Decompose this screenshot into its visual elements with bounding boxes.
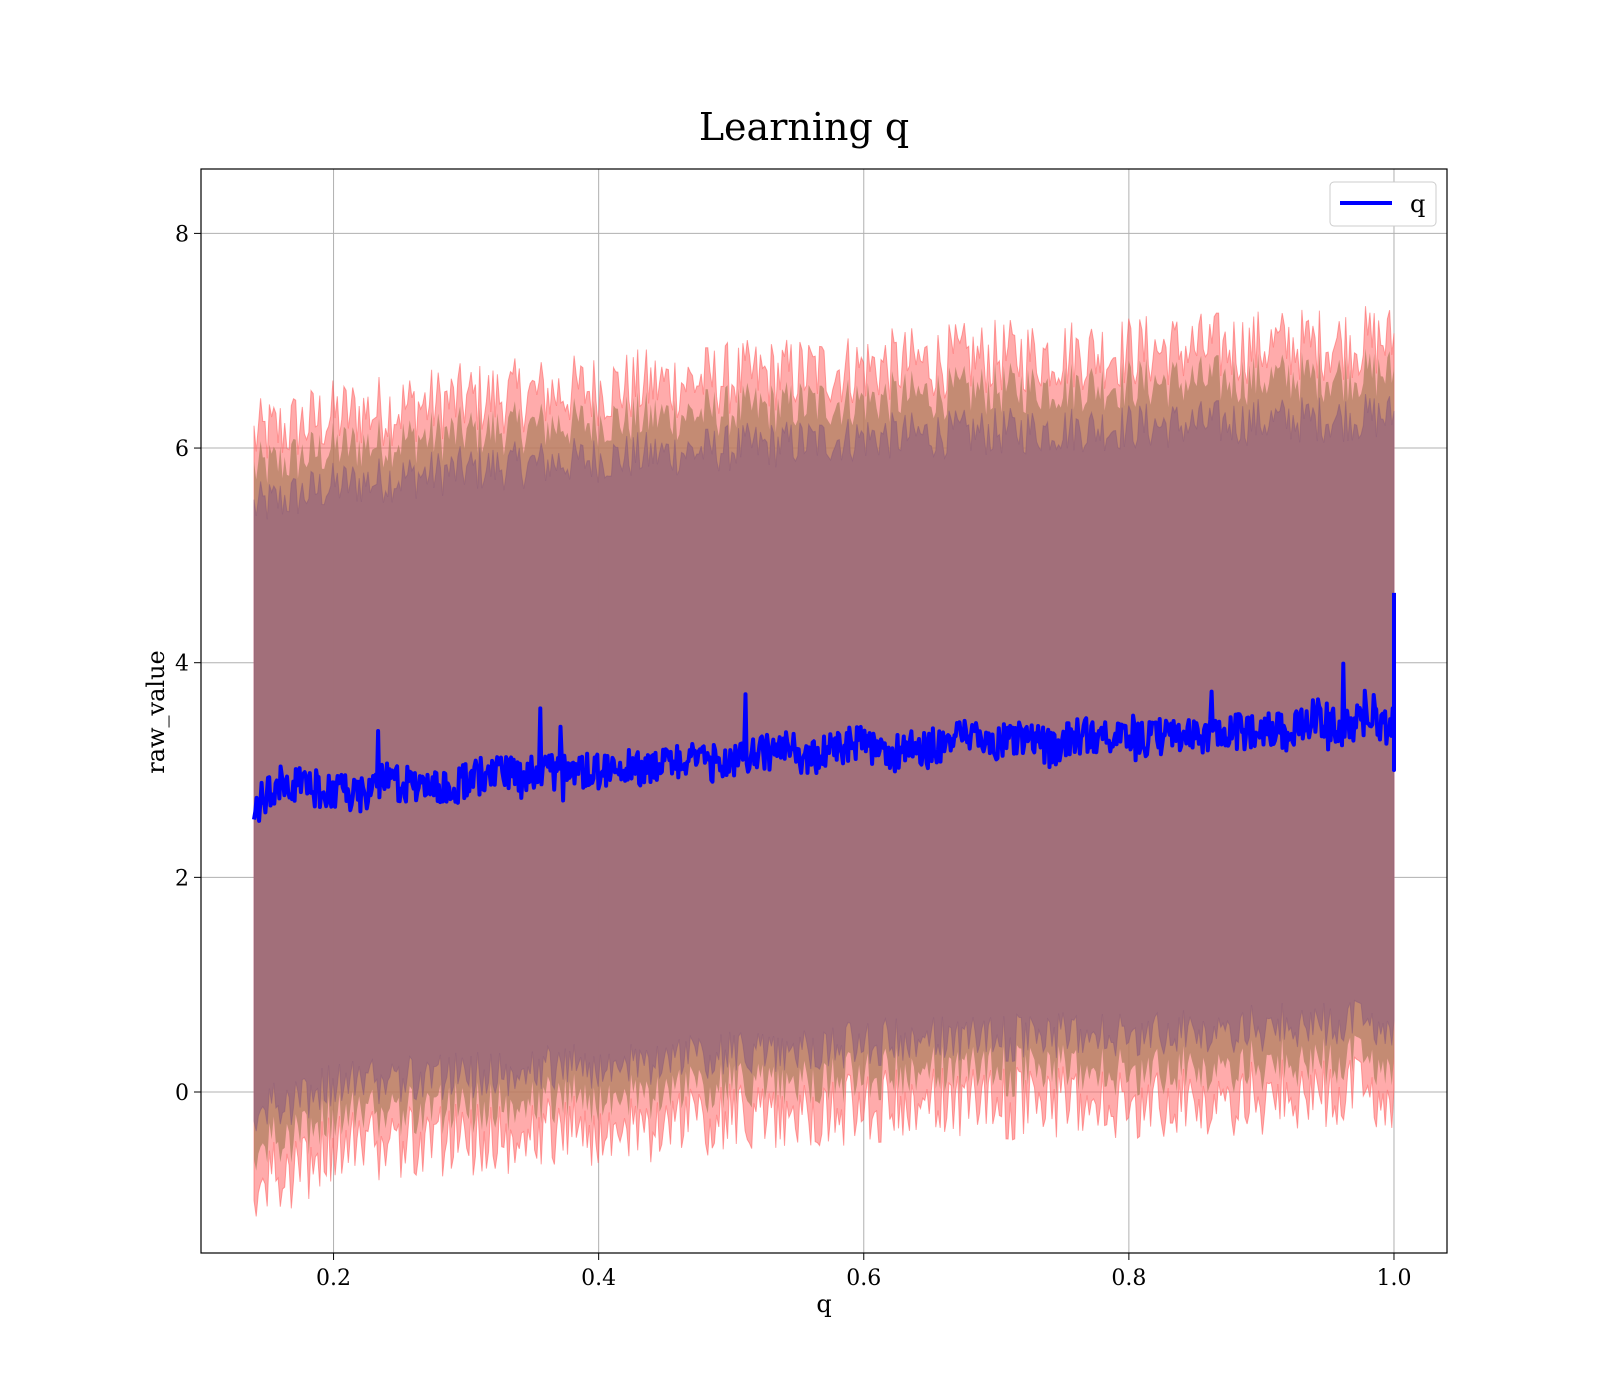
- x-tick-label: 0.8: [1111, 1266, 1146, 1291]
- x-tick-label: 0.4: [581, 1266, 616, 1291]
- legend: q: [1329, 181, 1437, 227]
- chart-title: Learning q: [699, 105, 909, 149]
- y-tick-label: 6: [175, 437, 189, 462]
- x-tick-label: 0.2: [316, 1266, 351, 1291]
- y-tick-label: 2: [175, 866, 189, 891]
- y-axis-ticks: 0 2 4 6 8: [175, 222, 201, 1106]
- y-axis-label: raw_value: [142, 650, 170, 774]
- x-axis-label: q: [816, 1290, 831, 1318]
- x-axis-ticks: 0.2 0.4 0.6 0.8 1.0: [316, 1253, 1411, 1291]
- legend-label-q: q: [1410, 190, 1425, 218]
- x-tick-label: 0.6: [846, 1266, 881, 1291]
- y-tick-label: 0: [175, 1081, 189, 1106]
- y-tick-label: 8: [175, 222, 189, 247]
- x-tick-label: 1.0: [1376, 1266, 1411, 1291]
- y-tick-label: 4: [175, 652, 189, 677]
- series-lines: [252, 592, 1396, 823]
- plot-frame: [200, 168, 1448, 1254]
- series-line-q: [252, 592, 1396, 823]
